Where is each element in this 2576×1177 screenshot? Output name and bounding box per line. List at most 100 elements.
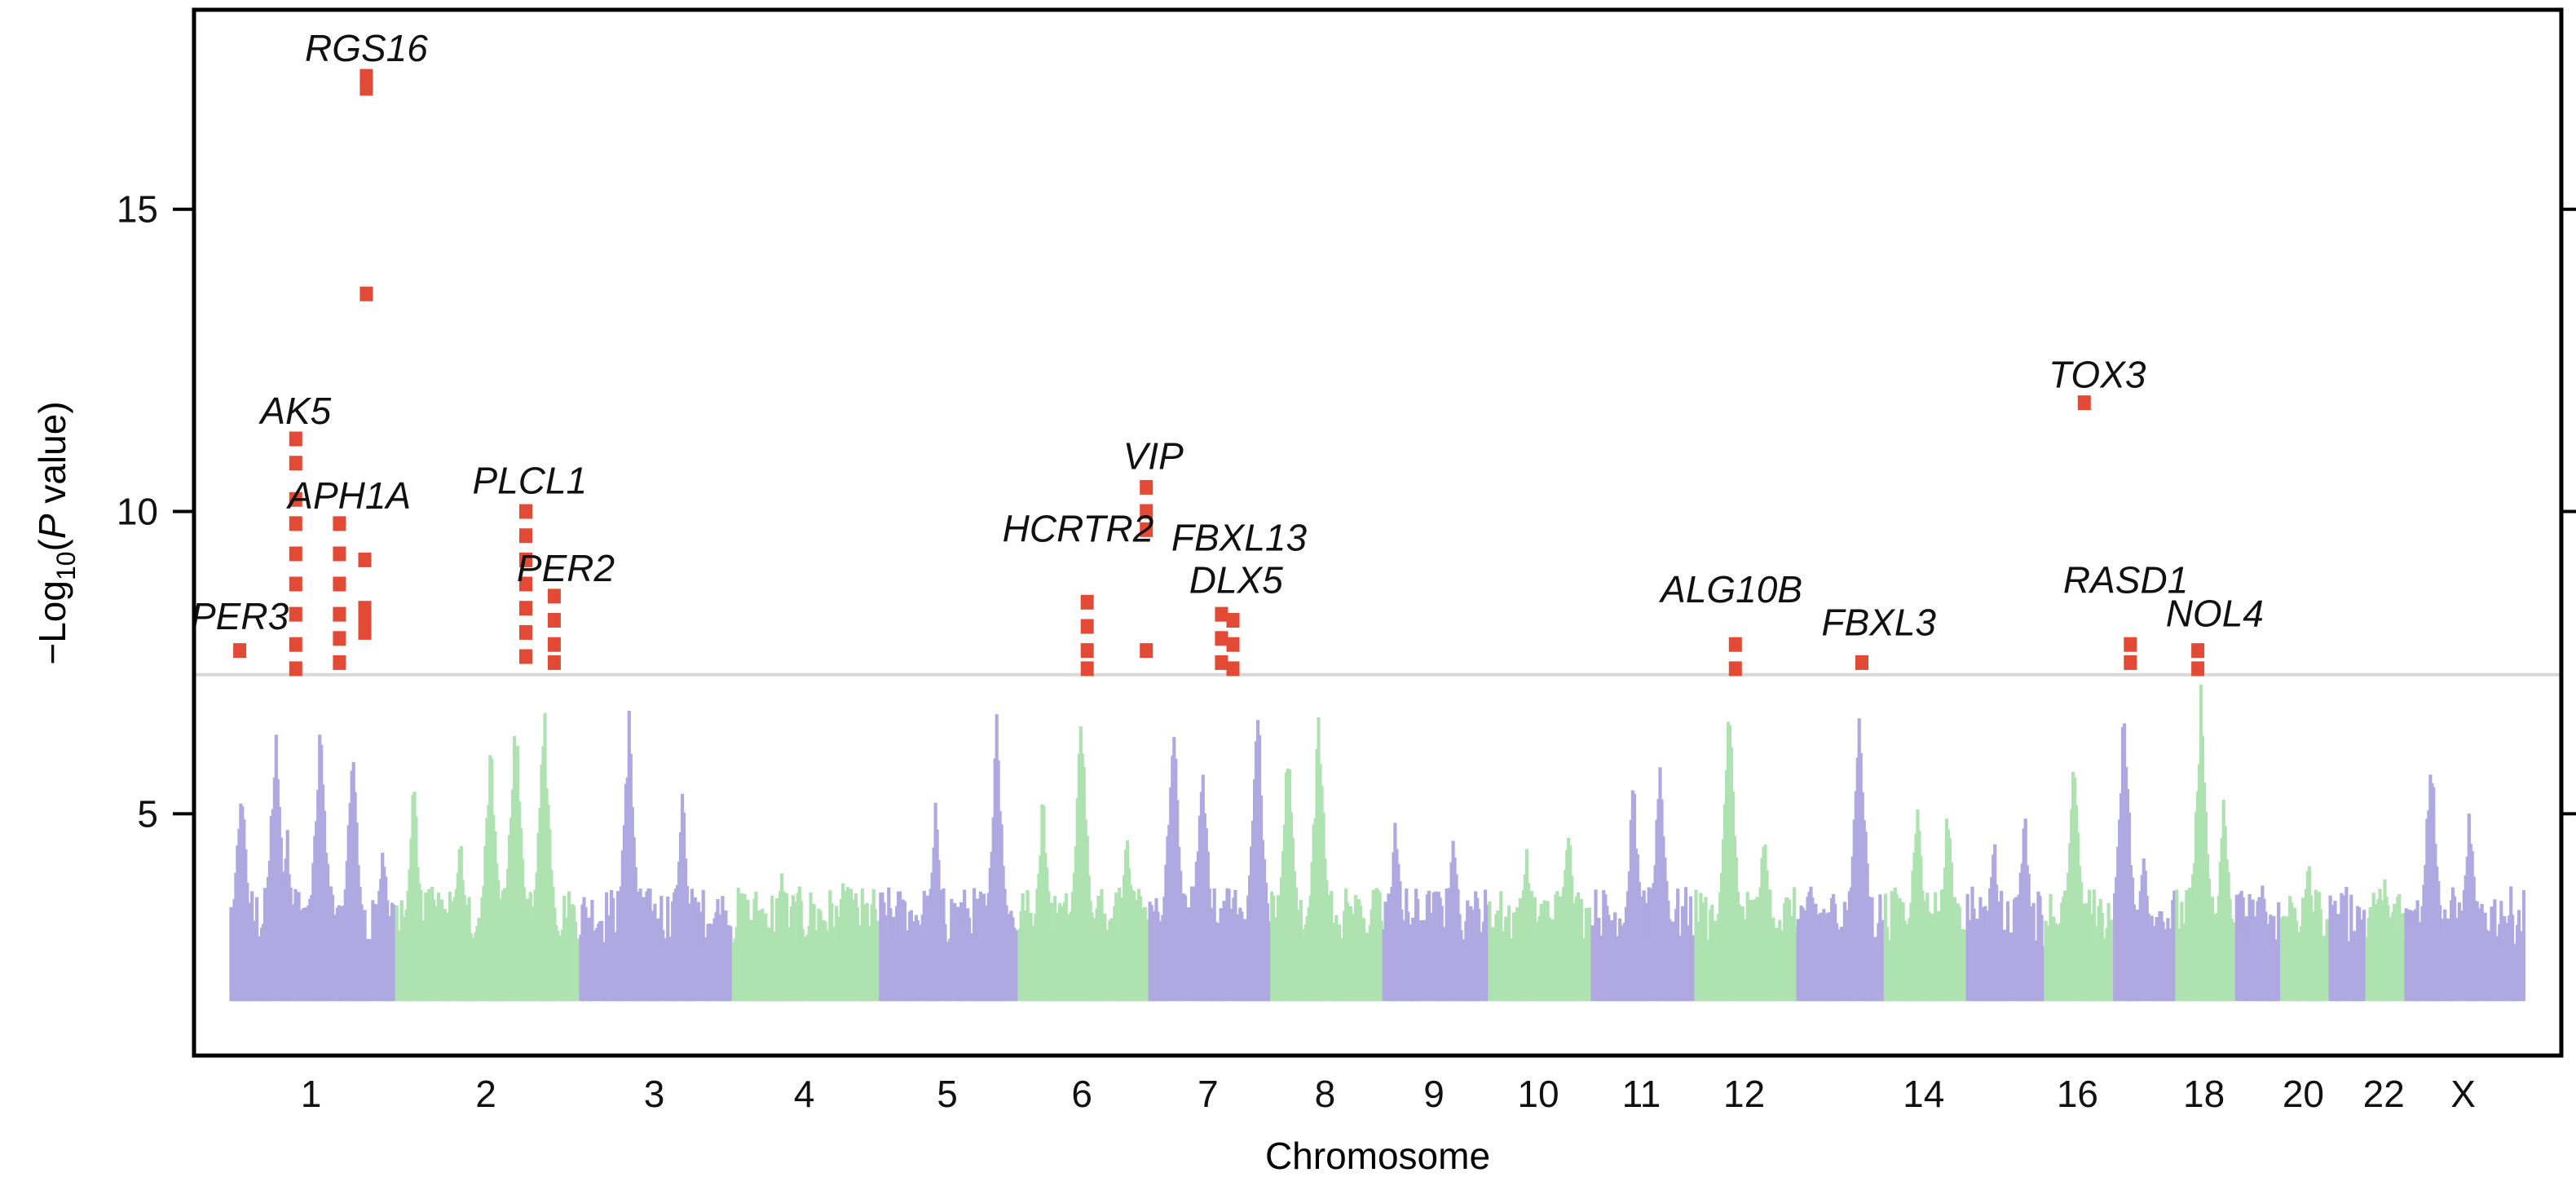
gene-label-dlx5: DLX5 bbox=[1189, 559, 1283, 602]
significant-point-53 bbox=[2124, 655, 2137, 670]
significant-point-27 bbox=[519, 601, 532, 616]
y-axis-title-prefix: −Log bbox=[31, 580, 73, 665]
x-axis: 1 2 3 4 5 6 7 8 9 10 11 12 14 16 18 20 22 X bbox=[301, 1073, 2476, 1115]
significant-point-7 bbox=[289, 606, 302, 622]
significant-point-37 bbox=[1080, 661, 1094, 677]
y-tick-label-15: 15 bbox=[117, 188, 158, 231]
significant-point-17 bbox=[358, 601, 372, 616]
significant-point-22 bbox=[359, 286, 373, 302]
significant-point-42 bbox=[1215, 606, 1228, 622]
chromosome-22-bar bbox=[2402, 913, 2406, 1002]
chromosome-12-bar bbox=[1793, 927, 1798, 1002]
significant-point-23 bbox=[519, 504, 532, 519]
gene-label-aph1a: APH1A bbox=[285, 474, 411, 517]
y-axis-title: −Log10(P value) bbox=[31, 401, 81, 664]
significant-point-32 bbox=[547, 637, 561, 652]
x-tick-label-chr-22: 22 bbox=[2363, 1073, 2405, 1115]
significant-point-12 bbox=[333, 576, 346, 592]
significant-point-45 bbox=[1226, 613, 1240, 628]
significant-point-43 bbox=[1215, 631, 1228, 646]
chromosome-2-bar bbox=[576, 938, 581, 1002]
chromosome-21-bar bbox=[2362, 910, 2366, 1002]
plot-frame bbox=[192, 7, 2564, 1058]
y-axis-title-rest: value) bbox=[31, 401, 73, 514]
gene-label-fbxl13: FBXL13 bbox=[1171, 517, 1308, 559]
significant-point-54 bbox=[2191, 643, 2205, 659]
chromosome-7-bar bbox=[1267, 921, 1271, 1002]
x-tick-label-chr-7: 7 bbox=[1198, 1073, 1219, 1115]
y-axis: 5 10 15 bbox=[117, 188, 2576, 835]
significant-point-21 bbox=[359, 81, 373, 96]
significant-point-39 bbox=[1140, 504, 1153, 519]
x-tick-label-chr-2: 2 bbox=[475, 1073, 496, 1115]
significant-point-19 bbox=[358, 624, 372, 640]
chromosome-X-bar bbox=[2521, 890, 2526, 1002]
chromosome-4-bar bbox=[876, 920, 880, 1002]
y-tick-label-10: 10 bbox=[117, 491, 158, 533]
significant-point-6 bbox=[289, 576, 302, 592]
x-tick-label-chr-x: X bbox=[2450, 1073, 2476, 1115]
significant-point-14 bbox=[333, 631, 346, 646]
gene-label-hcrtr2: HCRTR2 bbox=[1003, 508, 1154, 550]
chromosome-5-bar bbox=[1014, 930, 1018, 1002]
significant-point-5 bbox=[289, 546, 302, 562]
x-tick-label-chr-16: 16 bbox=[2057, 1073, 2098, 1115]
y-tick-label-5: 5 bbox=[137, 792, 158, 835]
x-tick-label-chr-1: 1 bbox=[301, 1073, 322, 1115]
significant-point-16 bbox=[358, 552, 372, 567]
x-tick-label-chr-8: 8 bbox=[1315, 1073, 1336, 1115]
significant-point-36 bbox=[1080, 643, 1094, 659]
x-tick-label-chr-14: 14 bbox=[1903, 1073, 1944, 1115]
significant-point-1 bbox=[289, 431, 302, 447]
significant-point-49 bbox=[1728, 661, 1742, 677]
x-tick-label-chr-10: 10 bbox=[1517, 1073, 1559, 1115]
chromosome-19-bar bbox=[2277, 902, 2281, 1002]
significant-point-20 bbox=[359, 68, 373, 84]
significant-point-30 bbox=[547, 588, 561, 604]
significant-point-44 bbox=[1215, 655, 1228, 670]
significant-point-47 bbox=[1226, 661, 1240, 677]
gene-label-tox3: TOX3 bbox=[2049, 354, 2146, 396]
significant-point-15 bbox=[333, 655, 346, 670]
x-tick-label-chr-20: 20 bbox=[2283, 1073, 2324, 1115]
chromosome-13-bar bbox=[1881, 919, 1886, 1002]
significant-point-52 bbox=[2124, 637, 2137, 652]
x-tick-label-chr-18: 18 bbox=[2183, 1073, 2225, 1115]
gene-label-per2: PER2 bbox=[517, 547, 615, 589]
significant-point-4 bbox=[289, 516, 302, 531]
gene-label-nol4: NOL4 bbox=[2166, 593, 2264, 635]
chromosome-11-bar bbox=[1692, 935, 1696, 1002]
significant-point-9 bbox=[289, 661, 302, 677]
chromosome-6-bar bbox=[1145, 919, 1149, 1002]
significant-point-28 bbox=[519, 624, 532, 640]
chromosome-14-bar bbox=[1962, 929, 1966, 1002]
chromosome-8-bar bbox=[1379, 920, 1383, 1002]
significant-point-31 bbox=[547, 613, 561, 628]
significant-point-34 bbox=[1080, 594, 1094, 610]
gene-label-alg10b: ALG10B bbox=[1658, 568, 1802, 611]
significant-point-35 bbox=[1080, 619, 1094, 634]
significant-point-46 bbox=[1226, 637, 1240, 652]
gene-annotations: PER3 AK5 APH1A RGS16 PLCL1 PER2 HCRTR2 VIP FBXL1… bbox=[191, 27, 2264, 644]
significant-point-8 bbox=[289, 637, 302, 652]
significant-point-11 bbox=[333, 546, 346, 562]
significant-snps bbox=[233, 68, 2205, 677]
x-tick-label-chr-5: 5 bbox=[937, 1073, 958, 1115]
x-tick-label-chr-9: 9 bbox=[1423, 1073, 1445, 1115]
significant-point-41 bbox=[1140, 643, 1153, 659]
chromosome-17-bar bbox=[2172, 890, 2177, 1002]
gene-label-vip: VIP bbox=[1123, 435, 1184, 478]
significant-point-26 bbox=[519, 576, 532, 592]
significant-point-51 bbox=[2077, 395, 2091, 411]
gene-label-fbxl3: FBXL3 bbox=[1821, 602, 1936, 644]
chromosome-3-bar bbox=[729, 926, 733, 1002]
significant-point-55 bbox=[2191, 661, 2205, 677]
gene-label-rgs16: RGS16 bbox=[305, 27, 428, 69]
significant-point-38 bbox=[1140, 479, 1153, 495]
significant-point-25 bbox=[519, 552, 532, 567]
x-tick-label-chr-4: 4 bbox=[794, 1073, 815, 1115]
gene-label-rasd1: RASD1 bbox=[2063, 559, 2188, 602]
association-bars bbox=[229, 684, 2526, 1002]
chromosome-1-bar bbox=[392, 905, 396, 1002]
